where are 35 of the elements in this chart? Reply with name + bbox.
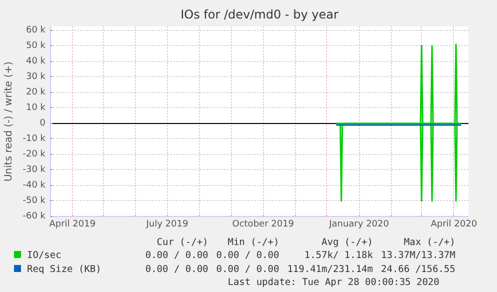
legend-label: Req Size (KB) — [26, 263, 102, 277]
y-tick-label: 0 — [40, 118, 46, 128]
y-tick-label: -30 k — [22, 164, 46, 175]
text: Last update: Tue Apr 28 00:00:35 2020 — [226, 277, 440, 289]
x-tick-label: July 2019 — [145, 220, 188, 230]
y-tick-label: 30 k — [26, 72, 46, 82]
text: 0.00 / 0.00 — [144, 263, 210, 277]
text: 0.00 / 0.00 — [215, 249, 280, 263]
text: Cur (-/+) — [156, 237, 210, 249]
y-tick-label: 60 k — [26, 25, 46, 36]
text: 0.00 / 0.00 — [144, 249, 210, 263]
y-tick-label: -60 k — [22, 212, 46, 222]
y-tick-label: -20 k — [22, 149, 46, 160]
x-tick-label: October 2019 — [232, 220, 294, 230]
y-tick-label: 20 k — [26, 87, 46, 98]
y-axis-title: Units read (-) / write (+) — [4, 61, 15, 182]
y-tick-label: 10 k — [26, 102, 46, 113]
y-tick-label: 50 k — [26, 40, 46, 51]
y-tick-label: 40 k — [26, 56, 46, 66]
y-tick-label: -10 k — [22, 134, 46, 144]
x-tick-label: January 2020 — [328, 220, 390, 230]
text: Min (-/+) — [226, 237, 280, 249]
text: 24.66 /156.55 — [380, 263, 456, 277]
x-tick-label: April 2020 — [430, 220, 478, 230]
chart-title: IOs for /dev/md0 - by year — [180, 8, 338, 22]
text: 119.41m/231.14m — [286, 263, 374, 277]
text: Max (-/+) — [402, 237, 456, 249]
y-tick-label: -40 k — [22, 180, 46, 190]
x-tick-label: April 2019 — [49, 220, 96, 230]
text: 1.57k/ 1.18k — [303, 249, 374, 263]
legend-label: IO/sec — [26, 249, 62, 263]
text: Avg (-/+) — [320, 237, 374, 249]
text: 0.00 / 0.00 — [215, 263, 280, 277]
y-tick-label: -50 k — [22, 196, 46, 206]
text: 13.37M/13.37M — [380, 249, 456, 263]
